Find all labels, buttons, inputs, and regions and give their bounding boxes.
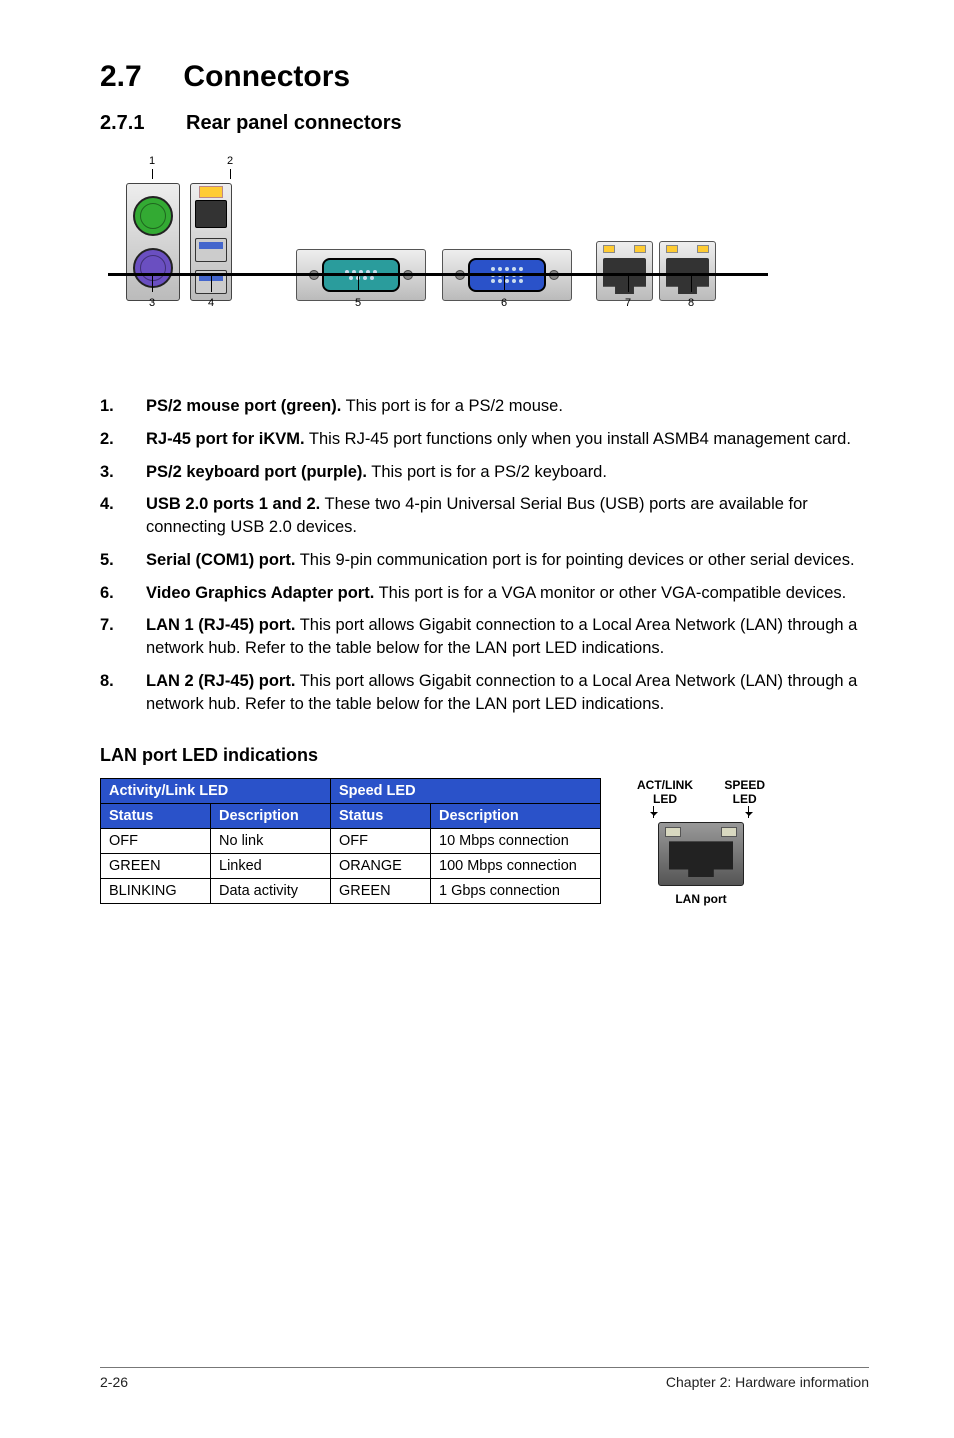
list-item: 6. Video Graphics Adapter port. This port…	[100, 582, 869, 605]
subsection-title: 2.7.1 Rear panel connectors	[100, 112, 869, 135]
ps2-block	[126, 183, 180, 301]
col-status-a: Status	[101, 804, 211, 829]
led-section-title: LAN port LED indications	[100, 745, 869, 766]
tick	[628, 276, 629, 292]
baseline	[108, 273, 768, 276]
list-item: 1. PS/2 mouse port (green). This port is …	[100, 395, 869, 418]
bottom-label: 4	[208, 297, 214, 309]
table-group-row: Activity/Link LED Speed LED	[101, 779, 601, 804]
table-cell: Data activity	[211, 879, 331, 904]
item-bold: USB 2.0 ports 1 and 2.	[146, 495, 320, 513]
list-item: 2. RJ-45 port for iKVM. This RJ-45 port f…	[100, 428, 869, 451]
page-number: 2-26	[100, 1374, 128, 1390]
table-subheader-row: Status Description Status Description	[101, 804, 601, 829]
table-cell: OFF	[101, 829, 211, 854]
list-item: 3. PS/2 keyboard port (purple). This port…	[100, 461, 869, 484]
led-table-body: OFFNo linkOFF10 Mbps connectionGREENLink…	[101, 829, 601, 904]
lan2-port	[659, 241, 716, 301]
bottom-label: 5	[355, 297, 361, 309]
item-bold: LAN 1 (RJ-45) port.	[146, 616, 295, 634]
item-number: 4.	[100, 493, 114, 516]
bottom-label: 8	[688, 297, 694, 309]
table-cell: OFF	[331, 829, 431, 854]
item-number: 6.	[100, 582, 114, 605]
bottom-label: 6	[501, 297, 507, 309]
table-row: BLINKINGData activityGREEN1 Gbps connect…	[101, 879, 601, 904]
top-label: 2	[227, 155, 233, 167]
tick	[358, 276, 359, 292]
led-fig-right: SPEEDLED	[724, 778, 765, 806]
page-footer: 2-26 Chapter 2: Hardware information	[100, 1367, 869, 1390]
item-bold: PS/2 mouse port (green).	[146, 397, 341, 415]
item-text: This RJ-45 port functions only when you …	[305, 430, 851, 448]
port-list: 1. PS/2 mouse port (green). This port is …	[100, 395, 869, 715]
item-number: 2.	[100, 428, 114, 451]
section-name: Connectors	[183, 60, 350, 93]
tick	[230, 169, 231, 179]
list-item: 8.LAN 2 (RJ-45) port. This port allows G…	[100, 670, 869, 716]
item-number: 3.	[100, 461, 114, 484]
list-item: 4.USB 2.0 ports 1 and 2. These two 4-pin…	[100, 493, 869, 539]
item-number: 8.	[100, 670, 114, 693]
group-activity: Activity/Link LED	[101, 779, 331, 804]
bottom-label: 7	[625, 297, 631, 309]
subsection-name: Rear panel connectors	[186, 112, 402, 134]
tick	[691, 276, 692, 292]
top-label: 1	[149, 155, 155, 167]
ps2-keyboard-port	[133, 248, 173, 288]
table-cell: No link	[211, 829, 331, 854]
rear-panel-diagram: 12	[118, 155, 758, 335]
ps2-mouse-port	[133, 196, 173, 236]
table-cell: 100 Mbps connection	[431, 854, 601, 879]
led-figure: ACT/LINKLED SPEEDLED LAN port	[631, 778, 771, 906]
lan-jack-icon	[658, 822, 744, 886]
bottom-label: 3	[149, 297, 155, 309]
list-item: 5. Serial (COM1) port. This 9-pin communi…	[100, 549, 869, 572]
table-cell: 10 Mbps connection	[431, 829, 601, 854]
list-item: 7.LAN 1 (RJ-45) port. This port allows G…	[100, 614, 869, 660]
item-number: 7.	[100, 614, 114, 637]
section-title: 2.7 Connectors	[100, 60, 869, 94]
led-wrap: Activity/Link LED Speed LED Status Descr…	[100, 778, 869, 906]
group-speed: Speed LED	[331, 779, 601, 804]
item-text: This 9-pin communication port is for poi…	[295, 551, 854, 569]
tick	[152, 169, 153, 179]
chapter-label: Chapter 2: Hardware information	[666, 1374, 869, 1390]
section-number: 2.7	[100, 60, 142, 93]
item-number: 5.	[100, 549, 114, 572]
tick	[152, 276, 153, 292]
table-cell: Linked	[211, 854, 331, 879]
led-fig-caption: LAN port	[631, 892, 771, 906]
led-fig-left: ACT/LINKLED	[637, 778, 693, 806]
col-desc-a: Description	[211, 804, 331, 829]
item-text: This port is for a PS/2 mouse.	[341, 397, 563, 415]
item-number: 1.	[100, 395, 114, 418]
table-cell: BLINKING	[101, 879, 211, 904]
lan-ports	[596, 241, 716, 301]
ikv-rj45	[195, 200, 227, 228]
subsection-number: 2.7.1	[100, 112, 144, 135]
table-row: GREENLinkedORANGE100 Mbps connection	[101, 854, 601, 879]
lan1-port	[596, 241, 653, 301]
col-desc-s: Description	[431, 804, 601, 829]
item-bold: PS/2 keyboard port (purple).	[146, 463, 367, 481]
table-cell: GREEN	[101, 854, 211, 879]
item-bold: RJ-45 port for iKVM.	[146, 430, 305, 448]
item-bold: LAN 2 (RJ-45) port.	[146, 672, 295, 690]
table-cell: 1 Gbps connection	[431, 879, 601, 904]
item-bold: Serial (COM1) port.	[146, 551, 295, 569]
panel-row	[118, 183, 758, 293]
tick	[211, 276, 212, 292]
item-bold: Video Graphics Adapter port.	[146, 584, 374, 602]
item-text: This port is for a PS/2 keyboard.	[367, 463, 607, 481]
item-text: This port is for a VGA monitor or other …	[374, 584, 846, 602]
led-table: Activity/Link LED Speed LED Status Descr…	[100, 778, 601, 904]
table-cell: ORANGE	[331, 854, 431, 879]
tick	[504, 276, 505, 292]
table-cell: GREEN	[331, 879, 431, 904]
table-row: OFFNo linkOFF10 Mbps connection	[101, 829, 601, 854]
usb-port-1	[195, 238, 227, 262]
diagram-top-labels: 12	[118, 155, 758, 171]
col-status-s: Status	[331, 804, 431, 829]
